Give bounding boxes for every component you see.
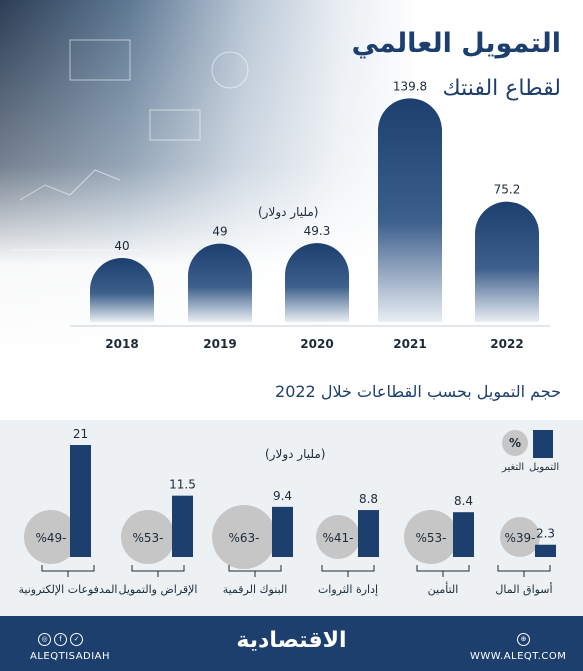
change-value: %53- (415, 531, 446, 545)
footer: ◎ f ✓ ALEQTISADIAH الاقتصادية ⊕ WWW.ALEQ… (0, 616, 583, 671)
legend-funding-label: التمويل (529, 462, 560, 473)
facebook-icon[interactable]: f (54, 633, 67, 646)
sector-bar-value: 2.3 (536, 527, 555, 541)
sector-bracket (321, 565, 375, 572)
website-link[interactable]: WWW.ALEQT.COM (470, 651, 567, 662)
year-bar-value: 139.8 (393, 79, 427, 93)
year-bar (378, 98, 442, 322)
change-value: %41- (322, 531, 353, 545)
sector-tick-label: البنوك الرقمية (223, 583, 288, 596)
sector-bar (272, 506, 293, 557)
sector-tick-label: إدارة الثروات (318, 583, 378, 596)
year-bar-value: 75.2 (494, 183, 521, 197)
change-value: %53- (132, 531, 163, 545)
change-value: %49- (35, 531, 66, 545)
sector-tick-label: التأمين (428, 581, 459, 596)
change-value: %63- (228, 531, 259, 545)
change-circle (404, 510, 458, 564)
year-bar-value: 49 (212, 225, 227, 239)
change-circle (212, 505, 276, 569)
year-bar (475, 201, 539, 322)
section-title: حجم التمويل بحسب القطاعات خلال 2022 (275, 382, 561, 401)
year-bar (188, 243, 252, 322)
year-bar (285, 243, 349, 322)
change-circle (316, 515, 360, 559)
sector-bar (70, 445, 91, 557)
social-handle[interactable]: ALEQTISADIAH (30, 651, 111, 662)
sector-tick-label: المدفوعات الإلكترونية (19, 583, 118, 596)
change-circle (121, 510, 175, 564)
sector-bracket (416, 565, 470, 572)
sector-chart-unit: (مليار دولار) (265, 447, 326, 461)
legend-change-label: التغير (502, 462, 525, 473)
page-subtitle: لقطاع الفنتك (442, 76, 561, 101)
sector-bar-value: 9.4 (273, 489, 292, 503)
annual-funding-chart: 40 2018 49 2019 49.3 2020 139.8 2021 75.2 2022 (70, 79, 550, 351)
sector-bar (172, 495, 193, 557)
sector-funding-chart: %49- 21 المدفوعات الإلكترونية %53- 11.5 الإقر… (19, 427, 556, 596)
sector-bar-value: 21 (73, 427, 88, 441)
year-tick-label: 2022 (490, 337, 523, 351)
sector-bracket (131, 565, 185, 572)
sector-bar (358, 510, 379, 557)
sector-bracket (497, 565, 551, 572)
sector-bar-value: 8.8 (359, 492, 378, 506)
brand-logo: الاقتصادية (236, 628, 347, 653)
year-tick-label: 2021 (393, 337, 426, 351)
sector-tick-label: أسواق المال (495, 582, 552, 596)
globe-icon: ⊕ (517, 633, 530, 646)
legend-change-swatch: % (502, 430, 528, 456)
twitter-icon[interactable]: ✓ (70, 633, 83, 646)
page-title: التمويل العالمي (351, 28, 561, 59)
sector-bar-value: 8.4 (454, 494, 473, 508)
sector-bar (535, 544, 556, 557)
change-value: %39- (504, 531, 535, 545)
year-bar-value: 40 (114, 239, 129, 253)
sector-bar-value: 11.5 (169, 478, 196, 492)
year-tick-label: 2018 (105, 337, 138, 351)
sector-bracket (41, 565, 95, 572)
year-bar-value: 49.3 (304, 224, 331, 238)
legend-funding-swatch (533, 430, 553, 458)
sector-bar (453, 512, 474, 557)
year-bar (90, 258, 154, 322)
instagram-icon[interactable]: ◎ (38, 633, 51, 646)
year-tick-label: 2019 (203, 337, 236, 351)
top-chart-unit: (مليار دولار) (258, 205, 319, 219)
sector-tick-label: الإقراض والتمويل (119, 583, 198, 596)
change-circle (24, 510, 78, 564)
year-tick-label: 2020 (300, 337, 333, 351)
change-circle (500, 517, 540, 557)
